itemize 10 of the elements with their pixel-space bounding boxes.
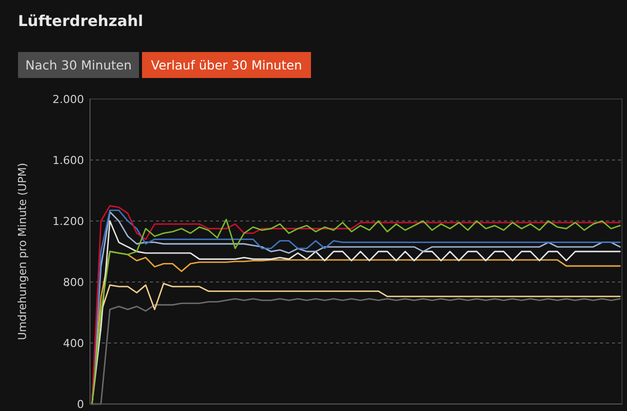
text: Nach 30 Minuten — [25, 58, 132, 72]
text: Verlauf über 30 Minuten — [151, 58, 302, 72]
y-tick-label: 2.000 — [52, 92, 84, 106]
y-tick-label: 1.200 — [52, 214, 84, 228]
y-axis-title: Umdrehungen pro Minute (UPM) — [16, 162, 29, 340]
y-tick-label: 800 — [63, 276, 84, 289]
y-tick-label: 400 — [63, 336, 84, 350]
y-tick-label: 1.600 — [52, 154, 84, 167]
chart-title: Lüfterdrehzahl — [18, 12, 144, 30]
y-tick-label: 0 — [77, 398, 84, 411]
